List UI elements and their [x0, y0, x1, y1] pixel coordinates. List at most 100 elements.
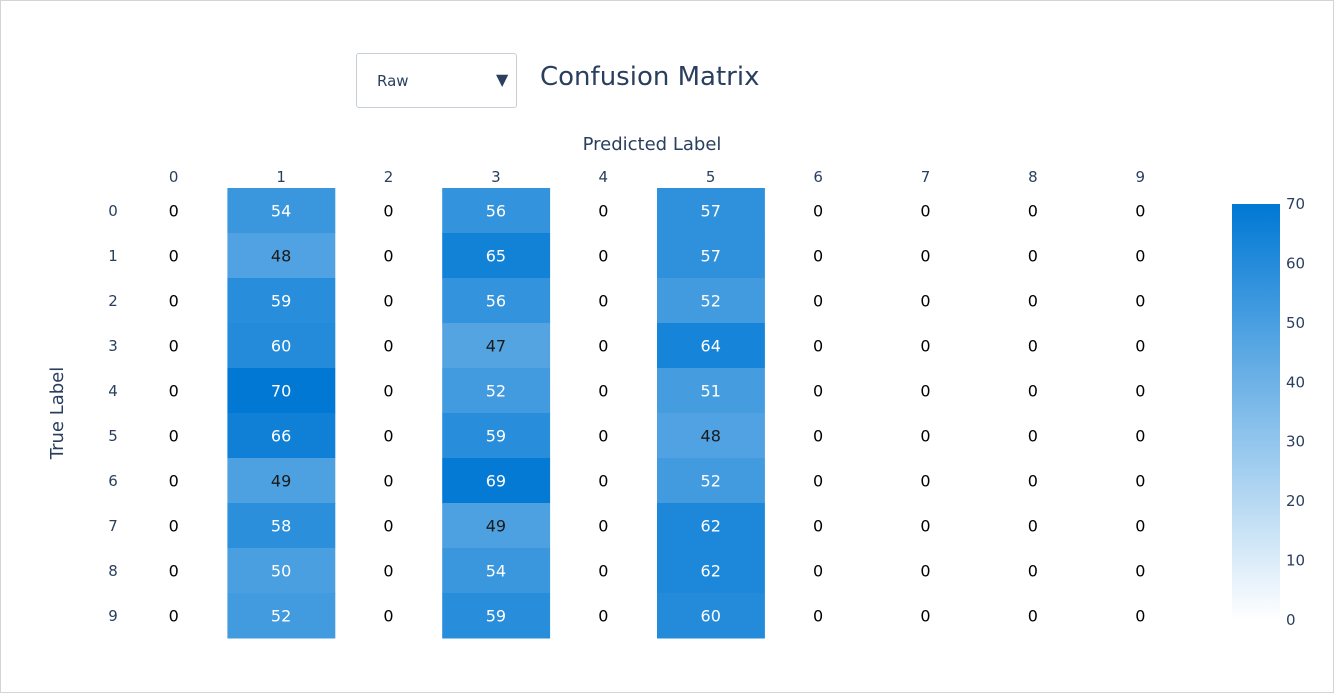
cell-value-label: 0	[920, 427, 930, 446]
cell-value-label: 0	[169, 472, 179, 491]
caret-down-icon: ▼	[496, 70, 509, 89]
cell-value-label: 0	[1135, 382, 1145, 401]
cell-value-label: 47	[486, 337, 506, 356]
heatmap-cell	[657, 503, 765, 549]
cell-value-label: 50	[271, 562, 291, 581]
cell-value-label: 57	[701, 202, 721, 221]
cell-value-label: 60	[271, 337, 291, 356]
cell-value-label: 56	[486, 202, 506, 221]
heatmap-cell	[657, 458, 765, 504]
heatmap-cell	[442, 413, 551, 459]
colorbar-tick-label: 70	[1286, 195, 1305, 213]
cell-value-label: 0	[598, 427, 608, 446]
cell-value-label: 0	[1135, 292, 1145, 311]
heatmap-cell	[442, 368, 551, 414]
heatmap-cell	[227, 458, 336, 504]
heatmap-cell	[657, 323, 765, 369]
heatmap-cell	[657, 278, 765, 324]
cell-value-label: 62	[701, 517, 721, 536]
cell-value-label: 49	[486, 517, 506, 536]
cell-value-label: 0	[598, 247, 608, 266]
cell-value-label: 51	[701, 382, 721, 401]
cell-value-label: 0	[1028, 517, 1038, 536]
cell-value-label: 0	[598, 202, 608, 221]
cell-value-label: 0	[813, 607, 823, 626]
heatmap-cell	[657, 233, 765, 279]
heatmap-cell	[227, 278, 336, 324]
cell-value-label: 0	[383, 472, 393, 491]
colorbar-tick-label: 0	[1286, 611, 1296, 629]
cell-value-label: 54	[271, 202, 291, 221]
cell-value-label: 0	[169, 382, 179, 401]
cell-value-label: 0	[169, 247, 179, 266]
cell-value-label: 0	[920, 202, 930, 221]
cell-value-label: 0	[383, 607, 393, 626]
cell-value-label: 0	[813, 562, 823, 581]
cell-value-label: 0	[1135, 607, 1145, 626]
colorbar-tick-label: 40	[1286, 373, 1305, 391]
heatmap-cell	[657, 593, 765, 639]
cell-value-label: 0	[1028, 607, 1038, 626]
cell-value-label: 52	[701, 292, 721, 311]
y-tick-label: 5	[108, 427, 118, 445]
cell-value-label: 56	[486, 292, 506, 311]
x-tick-label: 9	[1136, 168, 1146, 186]
cell-value-label: 0	[920, 247, 930, 266]
cell-value-label: 0	[383, 562, 393, 581]
cell-value-label: 0	[813, 382, 823, 401]
cell-value-label: 52	[701, 472, 721, 491]
heatmap-cell	[442, 593, 551, 639]
y-tick-label: 2	[108, 292, 118, 310]
x-axis-title: Predicted Label	[583, 134, 722, 155]
cell-value-label: 0	[1028, 337, 1038, 356]
heatmap-cell	[227, 503, 336, 549]
cell-value-label: 52	[486, 382, 506, 401]
cell-value-label: 0	[813, 517, 823, 536]
cell-value-label: 0	[598, 562, 608, 581]
x-tick-label: 6	[813, 168, 823, 186]
cell-value-label: 0	[598, 337, 608, 356]
x-tick-label: 3	[491, 168, 501, 186]
heatmap-cell	[657, 188, 765, 234]
cell-value-label: 0	[598, 382, 608, 401]
heatmap-cell	[227, 548, 336, 594]
cell-value-label: 0	[1135, 562, 1145, 581]
heatmap-cell	[227, 323, 336, 369]
cell-value-label: 0	[598, 472, 608, 491]
cell-value-label: 0	[1028, 292, 1038, 311]
heatmap-cell	[227, 593, 336, 639]
cell-value-label: 0	[169, 427, 179, 446]
cell-value-label: 0	[813, 427, 823, 446]
x-tick-label: 1	[276, 168, 286, 186]
cell-value-label: 0	[1135, 517, 1145, 536]
cell-value-label: 58	[271, 517, 291, 536]
y-tick-label: 9	[108, 607, 118, 625]
x-tick-label: 5	[706, 168, 716, 186]
cell-value-label: 64	[701, 337, 721, 356]
cell-value-label: 48	[271, 247, 291, 266]
cell-value-label: 65	[486, 247, 506, 266]
heatmap-cell	[227, 233, 336, 279]
cell-value-label: 0	[383, 382, 393, 401]
cell-value-label: 0	[169, 292, 179, 311]
cell-value-label: 0	[169, 607, 179, 626]
cell-value-label: 0	[383, 292, 393, 311]
normalization-dropdown[interactable]: Raw ▼	[356, 53, 517, 108]
cell-value-label: 0	[1135, 472, 1145, 491]
cell-value-label: 0	[813, 247, 823, 266]
cell-value-label: 0	[920, 517, 930, 536]
cell-value-label: 59	[486, 607, 506, 626]
cell-value-label: 0	[1028, 382, 1038, 401]
cell-value-label: 0	[383, 427, 393, 446]
y-tick-label: 1	[108, 247, 118, 265]
x-tick-label: 8	[1028, 168, 1038, 186]
x-tick-label: 2	[384, 168, 394, 186]
y-tick-label: 0	[108, 202, 118, 220]
cell-value-label: 0	[1028, 427, 1038, 446]
cell-value-label: 66	[271, 427, 291, 446]
cell-value-label: 62	[701, 562, 721, 581]
cell-value-label: 0	[598, 292, 608, 311]
cell-value-label: 0	[920, 292, 930, 311]
cell-value-label: 0	[598, 607, 608, 626]
cell-value-label: 0	[920, 382, 930, 401]
